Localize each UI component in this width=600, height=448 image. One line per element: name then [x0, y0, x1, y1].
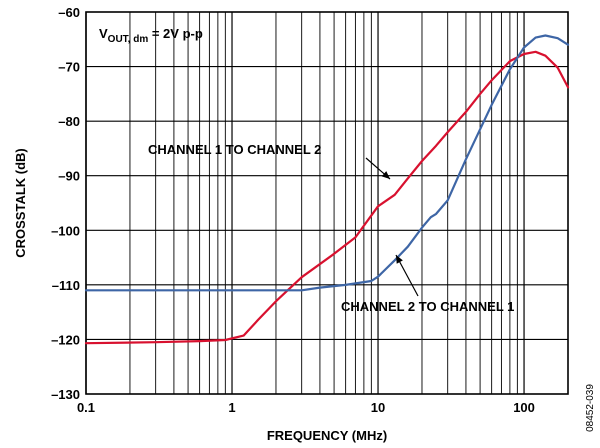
x-axis-label: FREQUENCY (MHz) [267, 428, 387, 443]
y-tick-label: –70 [58, 60, 80, 75]
condition-label: VOUT, dm = 2V p-p [99, 26, 203, 45]
x-tick-label: 0.1 [77, 400, 95, 415]
annotation-arrow-2 [396, 255, 403, 264]
condition-main: V [99, 26, 108, 41]
x-tick-label: 100 [513, 400, 535, 415]
y-tick-label: –110 [52, 278, 80, 293]
condition-rest: = 2V p-p [148, 26, 203, 41]
y-tick-label: –130 [51, 387, 80, 402]
annotation-arrow-1 [381, 171, 390, 179]
series-line-1 [84, 50, 570, 345]
annotation-channel1-to-channel2: CHANNEL 1 TO CHANNEL 2 [148, 142, 321, 157]
y-tick-label: –60 [58, 5, 80, 20]
y-tick-label: –120 [51, 332, 80, 347]
y-tick-label: –90 [58, 169, 80, 184]
tick-labels: 0.1 1 10 100 –60 –70 –80 –90 –100 –110 –120 –130 [51, 5, 535, 415]
condition-subscript: OUT, dm [108, 34, 149, 45]
x-tick-label: 10 [371, 400, 385, 415]
annotation-channel2-to-channel1: CHANNEL 2 TO CHANNEL 1 [341, 299, 514, 314]
figure-id: 08452-039 [585, 384, 596, 432]
plot-frame [85, 11, 569, 395]
y-tick-label: –80 [58, 114, 80, 129]
series-line-2 [84, 34, 570, 292]
grid [85, 11, 569, 395]
series-layer [84, 34, 570, 345]
y-tick-label: –100 [51, 223, 80, 238]
x-tick-label: 1 [228, 400, 235, 415]
y-axis-label: CROSSTALK (dB) [13, 148, 28, 258]
